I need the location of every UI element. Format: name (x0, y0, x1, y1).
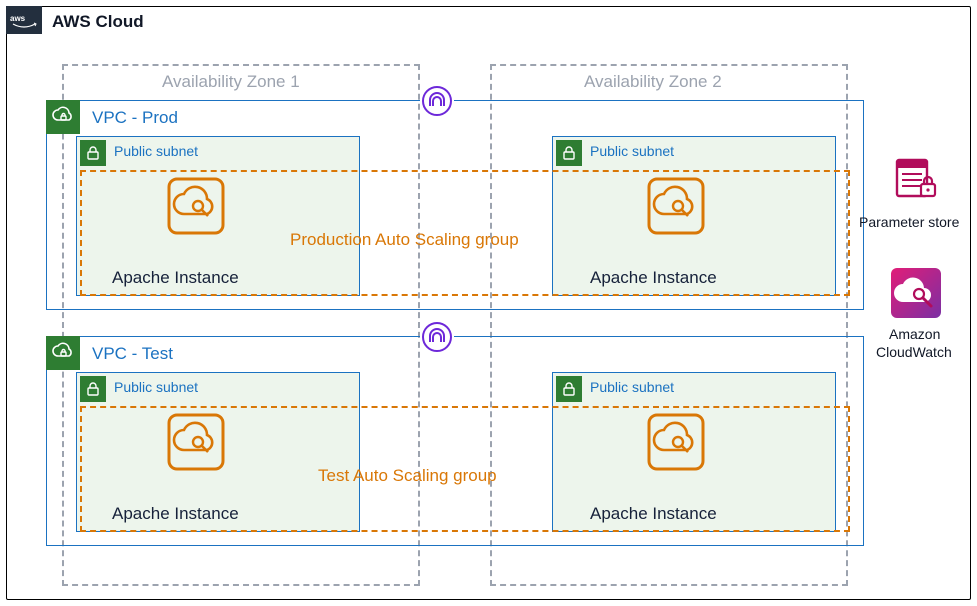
aws-logo-badge: aws (6, 6, 42, 34)
vpc-test-badge (46, 336, 80, 370)
subnet-test-az2-label: Public subnet (590, 379, 674, 395)
svg-text:aws: aws (10, 14, 26, 23)
az1-label: Availability Zone 1 (162, 72, 300, 92)
parameter-store-label: Parameter store (859, 214, 959, 230)
subnet-prod-az1-label: Public subnet (114, 143, 198, 159)
subnet-test-az2-badge (556, 376, 582, 402)
parameter-store-icon (889, 150, 943, 204)
subnet-prod-az2-label: Public subnet (590, 143, 674, 159)
ec2-instance-prod-az1-icon (166, 176, 226, 236)
internet-gateway-prod-icon (420, 84, 454, 118)
subnet-test-az1-badge (80, 376, 106, 402)
subnet-prod-az2-badge (556, 140, 582, 166)
cloudwatch-label-1: Amazon (889, 326, 940, 342)
internet-gateway-test-icon (420, 320, 454, 354)
ec2-instance-test-az1-icon (166, 412, 226, 472)
instance-test-az2-label: Apache Instance (590, 504, 717, 524)
instance-prod-az1-label: Apache Instance (112, 268, 239, 288)
asg-test-label: Test Auto Scaling group (318, 466, 497, 486)
aws-cloud-title: AWS Cloud (52, 12, 144, 32)
ec2-instance-prod-az2-icon (646, 176, 706, 236)
vpc-prod-badge (46, 100, 80, 134)
aws-architecture-diagram: aws AWS Cloud Availability Zone 1 Availa… (0, 0, 977, 606)
vpc-prod-label: VPC - Prod (92, 108, 178, 128)
cloudwatch-label-2: CloudWatch (876, 344, 952, 360)
vpc-test-label: VPC - Test (92, 344, 173, 364)
cloudwatch-icon (889, 266, 943, 320)
az2-label: Availability Zone 2 (584, 72, 722, 92)
subnet-prod-az1-badge (80, 140, 106, 166)
instance-test-az1-label: Apache Instance (112, 504, 239, 524)
instance-prod-az2-label: Apache Instance (590, 268, 717, 288)
ec2-instance-test-az2-icon (646, 412, 706, 472)
asg-prod-label: Production Auto Scaling group (290, 230, 519, 250)
subnet-test-az1-label: Public subnet (114, 379, 198, 395)
